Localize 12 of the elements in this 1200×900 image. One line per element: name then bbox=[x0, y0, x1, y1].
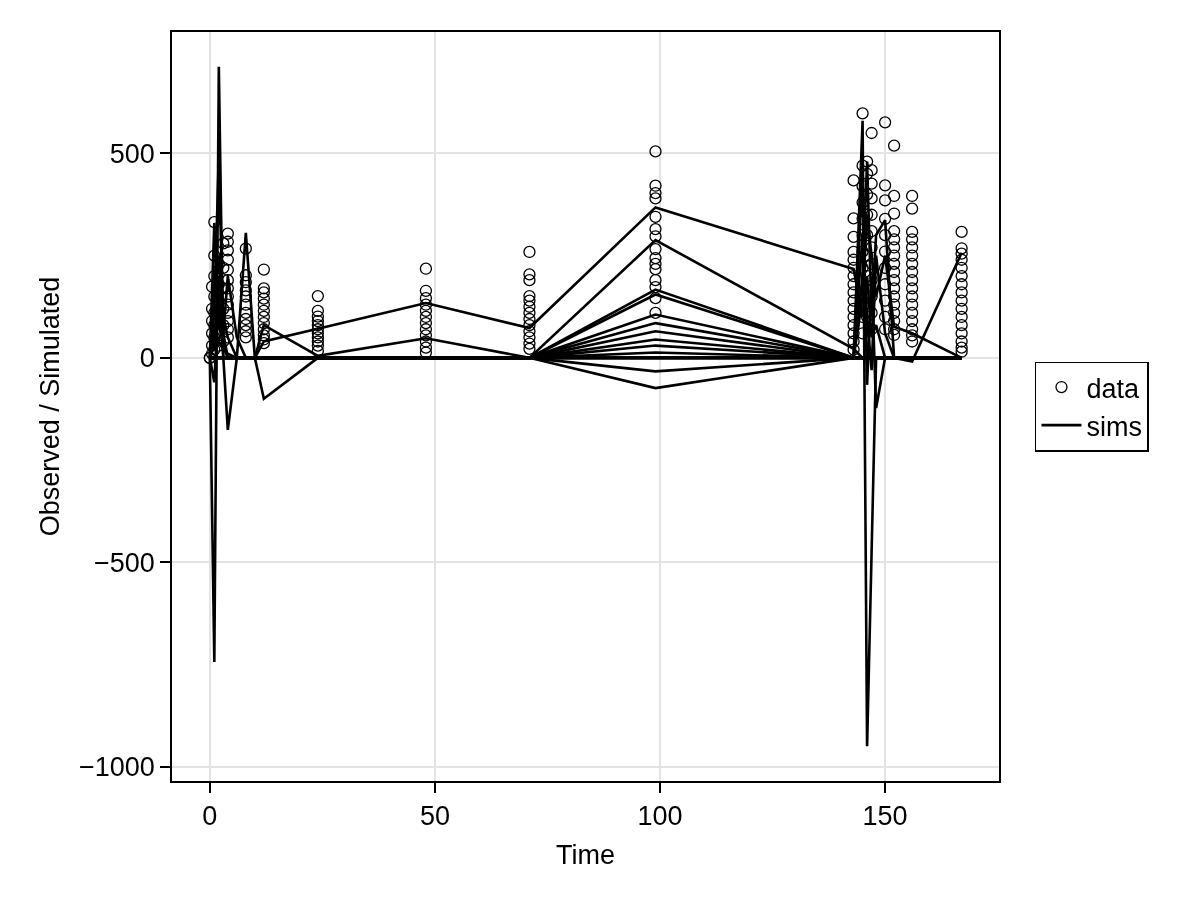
x-tick-label: 0 bbox=[202, 801, 218, 832]
y-tick-label: −500 bbox=[94, 547, 155, 578]
y-tick-label: 500 bbox=[109, 138, 155, 169]
x-axis-title: Time bbox=[556, 840, 615, 871]
y-tick-label: 0 bbox=[139, 343, 155, 374]
x-tick-label: 50 bbox=[419, 801, 450, 832]
x-tick-label: 100 bbox=[637, 801, 683, 832]
legend-label: sims bbox=[1086, 411, 1142, 442]
legend-label: data bbox=[1086, 373, 1141, 404]
y-axis-title: Observed / Simulated bbox=[34, 276, 65, 537]
x-tick-label: 150 bbox=[862, 801, 908, 832]
y-tick-label: −1000 bbox=[79, 752, 155, 783]
